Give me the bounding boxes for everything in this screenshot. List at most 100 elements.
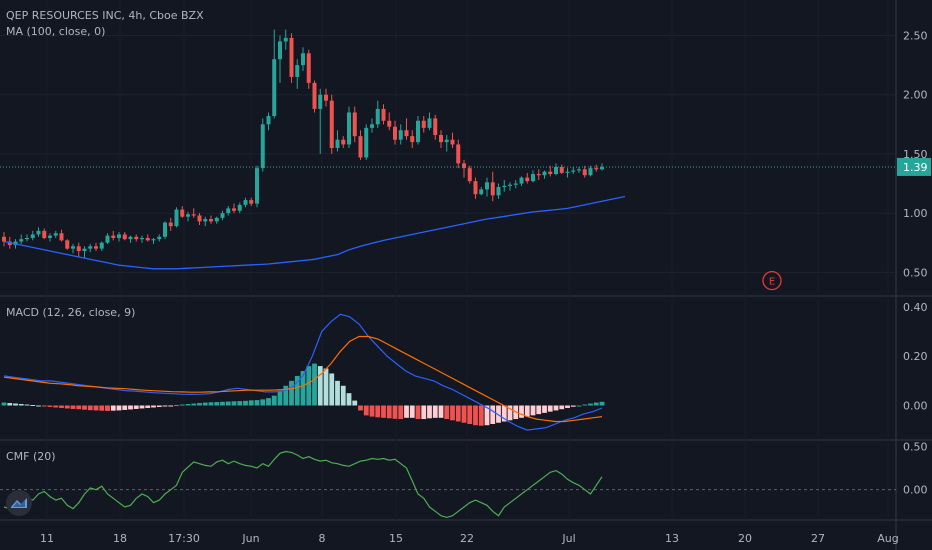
candle[interactable] [59, 233, 64, 241]
candle[interactable] [588, 168, 593, 176]
candle[interactable] [358, 136, 363, 158]
candle[interactable] [329, 100, 334, 148]
macd-histogram-bar[interactable] [329, 373, 335, 406]
candle[interactable] [404, 130, 409, 137]
candle[interactable] [410, 136, 415, 143]
candle[interactable] [565, 171, 570, 173]
macd-histogram-bar[interactable] [254, 400, 260, 406]
candle[interactable] [364, 127, 369, 158]
macd-pane[interactable] [1, 313, 605, 431]
macd-histogram-bar[interactable] [283, 385, 289, 406]
candle[interactable] [559, 166, 564, 173]
candle[interactable] [249, 200, 254, 204]
candle[interactable] [168, 222, 173, 227]
candle[interactable] [232, 208, 236, 211]
candle[interactable] [554, 166, 558, 175]
macd-histogram-bar[interactable] [352, 400, 358, 406]
macd-signal-line[interactable] [3, 335, 603, 423]
candle[interactable] [398, 130, 403, 140]
macd-histogram-bar[interactable] [271, 395, 277, 406]
candle[interactable] [594, 168, 599, 170]
macd-histogram-bar[interactable] [243, 400, 248, 406]
macd-histogram-bar[interactable] [294, 375, 300, 406]
macd-histogram-bar[interactable] [507, 405, 513, 421]
earnings-marker-icon[interactable] [762, 270, 782, 291]
macd-histogram-bar[interactable] [156, 405, 162, 407]
macd-histogram-bar[interactable] [202, 402, 208, 406]
candle[interactable] [439, 134, 443, 143]
macd-histogram-bar[interactable] [208, 402, 214, 406]
macd-histogram-bar[interactable] [358, 405, 363, 411]
candle[interactable] [48, 235, 52, 238]
candle[interactable] [485, 182, 489, 190]
candle[interactable] [301, 53, 305, 66]
candle[interactable] [163, 222, 167, 237]
macd-histogram-bar[interactable] [70, 405, 76, 409]
macd-histogram-bar[interactable] [122, 405, 128, 410]
macd-histogram-bar[interactable] [484, 405, 490, 426]
candle[interactable] [122, 234, 127, 240]
candle[interactable] [180, 209, 185, 217]
macd-histogram-bar[interactable] [450, 405, 455, 421]
candle[interactable] [19, 239, 24, 242]
candle[interactable] [82, 248, 87, 252]
candle[interactable] [318, 94, 323, 109]
macd-histogram-bar[interactable] [87, 405, 93, 411]
candle[interactable] [157, 236, 162, 240]
macd-histogram-bar[interactable] [139, 405, 145, 409]
candle[interactable] [600, 166, 604, 170]
candle[interactable] [450, 139, 455, 145]
candle[interactable] [502, 185, 507, 188]
macd-histogram-bar[interactable] [369, 405, 375, 417]
macd-histogram-bar[interactable] [18, 404, 24, 406]
macd-histogram-bar[interactable] [455, 405, 461, 422]
candle[interactable] [174, 209, 179, 227]
macd-histogram-bar[interactable] [185, 404, 191, 406]
candle[interactable] [243, 200, 248, 205]
macd-histogram-bar[interactable] [7, 403, 13, 406]
macd-histogram-bar[interactable] [490, 405, 496, 424]
macd-histogram-bar[interactable] [59, 405, 64, 408]
macd-histogram-bar[interactable] [381, 405, 386, 418]
macd-histogram-bar[interactable] [432, 405, 438, 418]
macd-histogram-bar[interactable] [24, 404, 30, 406]
candle[interactable] [352, 112, 357, 137]
candle[interactable] [421, 120, 426, 128]
candle[interactable] [128, 236, 133, 240]
candle[interactable] [473, 181, 478, 195]
ma-line[interactable] [3, 195, 626, 270]
macd-histogram-bar[interactable] [179, 404, 185, 406]
macd-histogram-bar[interactable] [415, 405, 421, 420]
candle[interactable] [347, 112, 351, 145]
candle[interactable] [508, 184, 512, 186]
macd-histogram-bar[interactable] [467, 405, 473, 424]
macd-histogram-bar[interactable] [588, 403, 593, 406]
macd-histogram-bar[interactable] [375, 405, 381, 418]
macd-histogram-bar[interactable] [323, 368, 329, 406]
macd-histogram-bar[interactable] [570, 405, 576, 407]
candle[interactable] [496, 187, 501, 196]
macd-histogram-bar[interactable] [473, 405, 478, 426]
macd-histogram-bar[interactable] [496, 405, 501, 423]
macd-histogram-bar[interactable] [53, 405, 59, 408]
macd-histogram-bar[interactable] [197, 403, 202, 406]
candle[interactable] [99, 242, 104, 249]
macd-histogram-bar[interactable] [64, 405, 70, 409]
candle[interactable] [490, 182, 495, 196]
macd-histogram-bar[interactable] [110, 405, 116, 411]
macd-histogram-bar[interactable] [76, 405, 82, 410]
candle[interactable] [25, 237, 29, 240]
macd-histogram-bar[interactable] [13, 403, 18, 406]
macd-histogram-bar[interactable] [191, 403, 197, 406]
macd-histogram-bar[interactable] [317, 366, 323, 406]
candle[interactable] [272, 59, 277, 117]
macd-histogram-bar[interactable] [306, 366, 312, 406]
candle[interactable] [30, 234, 35, 238]
macd-histogram-bar[interactable] [99, 405, 105, 411]
candle[interactable] [462, 163, 466, 169]
candle[interactable] [531, 174, 535, 182]
macd-histogram-bar[interactable] [277, 390, 283, 406]
macd-histogram-bar[interactable] [151, 405, 156, 408]
macd-histogram-bar[interactable] [105, 405, 110, 411]
candle[interactable] [416, 120, 420, 143]
